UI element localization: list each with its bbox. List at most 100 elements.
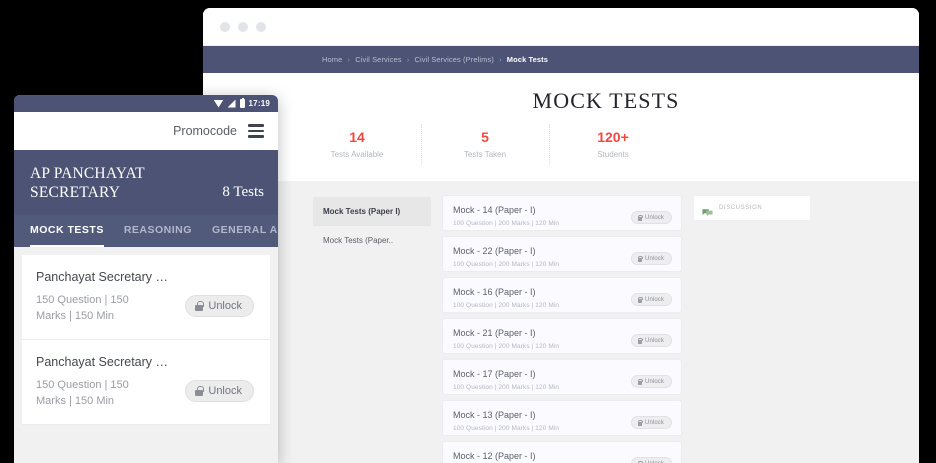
stat-label: Tests Available [330, 150, 384, 159]
test-name: Mock - 16 (Paper - I) [453, 287, 536, 297]
course-title: AP PANCHAYAT SECRETARY [30, 165, 145, 201]
stat-value: 14 [349, 129, 365, 145]
paper-tab-paper-2[interactable]: Mock Tests (Paper.. [323, 236, 394, 245]
test-meta: 100 Question | 200 Marks | 120 Min [453, 261, 560, 268]
tab-mock-tests[interactable]: MOCK TESTS [30, 215, 104, 247]
unlock-label: Unlock [645, 255, 664, 262]
test-card[interactable]: Mock - 13 (Paper - I) 100 Question | 200… [442, 400, 682, 436]
test-card[interactable]: Mock - 16 (Paper - I) 100 Question | 200… [442, 277, 682, 313]
breadcrumb-item-mock-tests: Mock Tests [506, 55, 549, 64]
stat-students: 120+ Students [549, 124, 677, 164]
desktop-browser-window: Home › Civil Services › Civil Services (… [203, 8, 919, 463]
stat-label: Students [597, 150, 629, 159]
stat-tests-available: 14 Tests Available [293, 124, 421, 164]
mobile-app-bar: Promocode [14, 112, 278, 150]
test-meta: 100 Question | 200 Marks | 120 Min [453, 384, 560, 391]
lock-icon [637, 255, 643, 262]
wifi-icon [213, 99, 224, 108]
unlock-button[interactable]: Unlock [185, 295, 254, 317]
desktop-content-area: Mock Tests (Paper I) Mock Tests (Paper..… [203, 181, 919, 463]
window-dot-close[interactable] [220, 21, 230, 32]
tab-general-awareness[interactable]: GENERAL A [211, 224, 278, 236]
discussion-label: DISCUSSION [719, 205, 763, 211]
unlock-label: Unlock [645, 378, 664, 385]
unlock-button[interactable]: Unlock [631, 334, 672, 347]
unlock-label: Unlock [645, 419, 664, 426]
test-meta: 100 Question | 200 Marks | 120 Min [453, 302, 560, 309]
test-meta: 150 Question | 150 Marks | 150 Min [36, 294, 129, 322]
test-name: Mock - 12 (Paper - I) [453, 451, 536, 461]
stats-row: 14 Tests Available 5 Tests Taken 120+ St… [203, 118, 919, 178]
lock-icon [195, 386, 204, 396]
unlock-button[interactable]: Unlock [631, 211, 672, 224]
unlock-label: Unlock [645, 214, 664, 221]
test-name: Panchayat Secretary … [36, 355, 169, 369]
breadcrumb-bar: Home › Civil Services › Civil Services (… [203, 46, 919, 73]
page-title: MOCK TESTS [532, 88, 680, 113]
unlock-label: Unlock [208, 385, 242, 397]
breadcrumb-item-home[interactable]: Home [322, 55, 343, 64]
promocode-button[interactable]: Promocode [173, 124, 237, 138]
breadcrumb-separator: › [499, 57, 502, 64]
test-card[interactable]: Mock - 12 (Paper - I) 100 Question | 200… [442, 441, 682, 463]
mobile-tab-bar: MOCK TESTS REASONING GENERAL A [14, 215, 278, 247]
unlock-button[interactable]: Unlock [631, 416, 672, 429]
unlock-label: Unlock [208, 300, 242, 312]
test-name: Panchayat Secretary … [36, 270, 169, 284]
content-columns: Mock Tests (Paper I) Mock Tests (Paper..… [203, 195, 919, 463]
breadcrumb-item-civil-services[interactable]: Civil Services [355, 55, 402, 64]
unlock-button[interactable]: Unlock [631, 252, 672, 265]
window-dot-minimize[interactable] [238, 21, 248, 32]
test-meta: 100 Question | 200 Marks | 120 Min [453, 220, 560, 227]
test-card[interactable]: Mock - 17 (Paper - I) 100 Question | 200… [442, 359, 682, 395]
list-item[interactable]: Panchayat Secretary … 150 Question | 150… [22, 255, 270, 340]
window-dot-maximize[interactable] [256, 21, 266, 32]
breadcrumb: Home › Civil Services › Civil Services (… [322, 55, 548, 64]
battery-icon [239, 97, 245, 108]
test-name: Mock - 21 (Paper - I) [453, 328, 536, 338]
test-card[interactable]: Mock - 14 (Paper - I) 100 Question | 200… [442, 195, 682, 231]
unlock-button[interactable]: Unlock [631, 293, 672, 306]
course-test-count: 8 Tests [222, 184, 264, 200]
tab-reasoning[interactable]: REASONING [123, 224, 192, 236]
status-bar-time: 17:19 [248, 99, 270, 108]
list-item[interactable]: Panchayat Secretary … 150 Question | 150… [22, 340, 270, 425]
hamburger-line [248, 135, 264, 138]
desktop-test-list: Mock - 14 (Paper - I) 100 Question | 200… [442, 195, 682, 463]
lock-icon [637, 419, 643, 426]
lock-icon [637, 296, 643, 303]
test-name: Mock - 14 (Paper - I) [453, 205, 536, 215]
breadcrumb-separator: › [406, 57, 410, 64]
unlock-label: Unlock [645, 337, 664, 344]
unlock-button[interactable]: Unlock [631, 457, 672, 463]
stat-tests-taken: 5 Tests Taken [421, 124, 549, 164]
hamburger-line [248, 124, 264, 127]
mobile-phone-panel: 17:19 Promocode AP PANCHAYAT SECRETARY 8… [14, 95, 278, 463]
test-meta: 150 Question | 150 Marks | 150 Min [36, 379, 129, 407]
unlock-label: Unlock [645, 296, 664, 303]
stat-value: 5 [481, 129, 489, 145]
unlock-button[interactable]: Unlock [631, 375, 672, 388]
test-meta: 100 Question | 200 Marks | 120 Min [453, 425, 560, 432]
lock-icon [637, 460, 643, 463]
test-card[interactable]: Mock - 22 (Paper - I) 100 Question | 200… [442, 236, 682, 272]
test-name: Mock - 22 (Paper - I) [453, 246, 536, 256]
mobile-test-list: Panchayat Secretary … 150 Question | 150… [14, 247, 278, 463]
paper-tabs-sidebar: Mock Tests (Paper I) Mock Tests (Paper.. [313, 195, 431, 463]
mobile-course-hero: AP PANCHAYAT SECRETARY 8 Tests [14, 150, 278, 215]
hamburger-line [248, 129, 264, 133]
hamburger-menu-icon[interactable] [248, 124, 264, 138]
lock-icon [637, 378, 643, 385]
test-meta: 100 Question | 200 Marks | 120 Min [453, 343, 560, 350]
stat-value: 120+ [597, 129, 629, 145]
test-card[interactable]: Mock - 21 (Paper - I) 100 Question | 200… [442, 318, 682, 354]
discussion-panel[interactable]: DISCUSSION [693, 195, 811, 221]
breadcrumb-item-civil-services-prelims[interactable]: Civil Services (Prelims) [414, 55, 494, 64]
unlock-button[interactable]: Unlock [185, 380, 254, 402]
signal-icon [227, 99, 236, 108]
paper-tab-paper-1[interactable]: Mock Tests (Paper I) [313, 197, 431, 226]
lock-icon [637, 214, 643, 221]
lock-icon [195, 301, 204, 311]
unlock-label: Unlock [645, 461, 664, 463]
